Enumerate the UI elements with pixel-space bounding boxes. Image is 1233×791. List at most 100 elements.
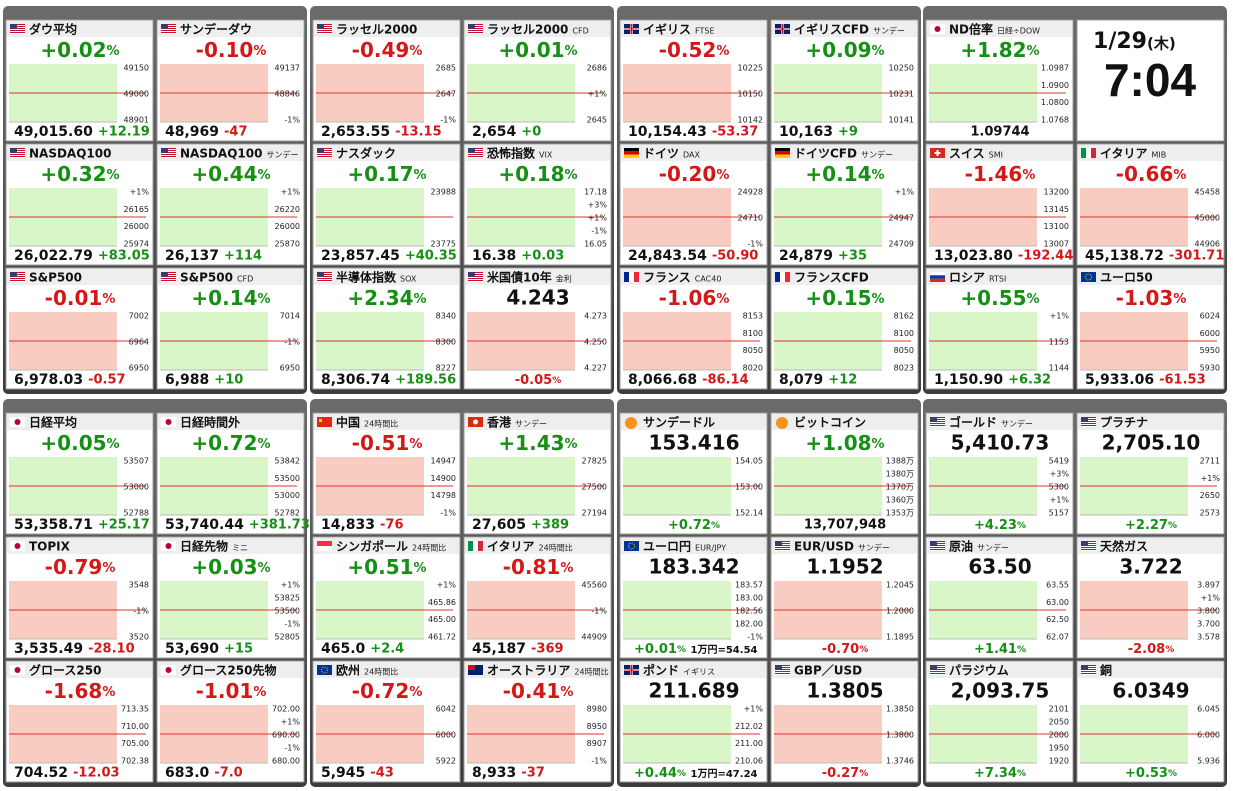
flag-part: [317, 151, 332, 152]
tile: [5, 660, 154, 783]
flag-part: [775, 542, 790, 543]
big-value: -0.52%: [659, 38, 730, 62]
axis-label: +1%: [130, 188, 150, 197]
price: 27,605: [472, 517, 526, 533]
axis-label: 44909: [582, 633, 607, 642]
axis-label: +1%: [744, 705, 764, 714]
tile-header: [927, 662, 1072, 678]
price: 5,933.06: [1085, 372, 1154, 388]
big-value: -0.72%: [352, 679, 423, 703]
flag-part: [1081, 148, 1086, 158]
price: 6,988: [165, 372, 209, 388]
tile: [463, 536, 612, 659]
tile: [770, 536, 919, 659]
tile-header: [314, 414, 459, 430]
axis-label: 2711: [1200, 457, 1220, 466]
flag: [930, 272, 945, 282]
flag-part: [468, 272, 475, 277]
flag-part: [317, 153, 332, 154]
tile-header: [158, 145, 303, 161]
axis-label: 3520: [129, 633, 149, 642]
price: 6,978.03: [14, 372, 83, 388]
axis-label: 44906: [1195, 240, 1220, 249]
flag: [10, 541, 25, 551]
tile-name: ドイツCFD: [794, 147, 857, 161]
flag-part: [468, 31, 483, 32]
axis-label: 23988: [431, 188, 456, 197]
price: 24,843.54: [628, 248, 707, 264]
big-value: -0.01%: [45, 286, 116, 310]
axis-label: +1%: [895, 188, 915, 197]
tile-name: ユーロ50: [1100, 271, 1153, 285]
tile-name: TOPIX: [29, 540, 71, 554]
flag-part: [317, 277, 332, 278]
flag-part: [468, 273, 483, 274]
flag-part: [317, 273, 332, 274]
flag-part: [468, 665, 475, 670]
flag-part: [930, 542, 945, 543]
tile-header: [772, 414, 917, 430]
tile-sub: サンデー: [1001, 419, 1033, 429]
flag-part: [930, 544, 945, 545]
flag: [624, 665, 639, 675]
axis-label: 27500: [582, 483, 607, 492]
axis-label: 8100: [743, 329, 763, 338]
tile-name: 日経先物: [180, 539, 228, 554]
axis-label: -1%: [284, 116, 300, 125]
diff: +40.35: [405, 249, 457, 264]
flag-part: [161, 277, 176, 278]
flag-part: [10, 27, 25, 28]
axis-label: 1388万: [886, 457, 914, 466]
flag-part: [161, 155, 176, 156]
axis-label: -1%: [440, 509, 456, 518]
axis-label: 49150: [124, 64, 149, 73]
axis-label: 4.227: [584, 364, 607, 373]
tile-sub: サンデー: [266, 150, 298, 160]
tile: [312, 19, 461, 142]
diff: -7.0: [214, 766, 242, 781]
axis-label: 14947: [431, 457, 456, 466]
axis-label: 2647: [436, 90, 456, 99]
big-value: +0.01%: [498, 38, 577, 62]
axis-label: 2000: [1049, 731, 1069, 740]
tile-sub: DAX: [683, 151, 700, 160]
price: 45,138.72: [1085, 248, 1164, 264]
note: 1万円=47.24: [691, 768, 758, 780]
price: 10,154.43: [628, 124, 707, 140]
flag-part: [1081, 666, 1096, 667]
tile-header: [7, 662, 152, 678]
big-value: -1.68%: [45, 679, 116, 703]
axis-label: -1%: [747, 633, 763, 642]
axis-label: 5.936: [1197, 757, 1220, 766]
flag-part: [317, 33, 332, 34]
flag-part: [473, 419, 478, 425]
tile-name: グロース250: [29, 663, 101, 678]
flag-part: [624, 272, 629, 282]
price: 5,945: [321, 765, 365, 781]
flag: [930, 148, 945, 158]
flag-part: [1081, 546, 1096, 547]
diff: +15: [224, 642, 253, 657]
tile-sub: サンデー: [858, 543, 890, 553]
axis-label: 153.00: [735, 483, 763, 492]
axis-label: 53825: [275, 594, 300, 603]
axis-label: 1.0768: [1041, 116, 1069, 125]
tile-sub: 24時間比: [364, 419, 398, 429]
note: 1万円=54.54: [691, 644, 758, 656]
axis-label: 10250: [889, 64, 914, 73]
price: 465.0: [321, 641, 366, 657]
tile-header: [7, 414, 152, 430]
flag-part: [628, 542, 635, 550]
diff: +1.41%: [974, 642, 1026, 657]
tile: [925, 19, 1074, 142]
tile-name: ユーロ円: [643, 540, 691, 554]
flag-part: [468, 24, 475, 29]
diff: -53.37: [712, 125, 759, 140]
flag-part: [930, 670, 945, 671]
flag: [1081, 272, 1096, 282]
flag-part: [930, 426, 945, 427]
tile-header: [7, 269, 152, 285]
flag-part: [161, 33, 176, 34]
flag: [10, 272, 25, 282]
